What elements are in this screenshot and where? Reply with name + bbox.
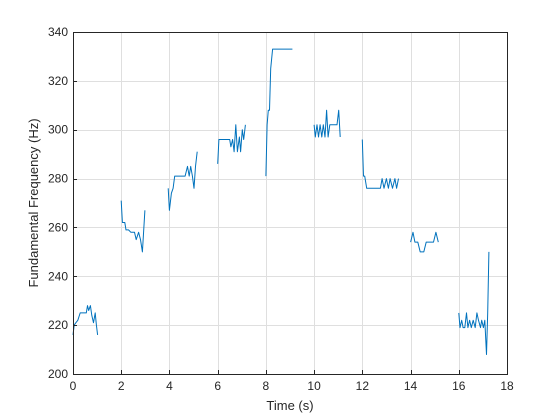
- ticks: 0 2 4 6 8 10 12 14 16 18 200 220 240 260 280 300 320 340: [48, 25, 514, 393]
- axes-background: [73, 32, 507, 374]
- y-tick-label: 260: [48, 220, 68, 234]
- x-tick-label: 2: [118, 379, 125, 393]
- y-tick-label: 220: [48, 318, 68, 332]
- y-tick-label: 340: [48, 25, 68, 39]
- y-tick-label: 300: [48, 123, 68, 137]
- line-segment-3: [167, 151, 198, 211]
- plot-area: 0 2 4 6 8 10 12 14 16 18 200 220 240 260 280 300 320 340: [48, 25, 514, 393]
- line-segment-8: [410, 231, 439, 253]
- axes-box: [73, 32, 508, 375]
- line-segment-5: [265, 48, 293, 177]
- line-segment-1: [72, 305, 99, 335]
- line-segment-9: [458, 251, 490, 355]
- x-tick-label: 10: [307, 379, 321, 393]
- y-tick-label: 240: [48, 269, 68, 283]
- line-segment-4: [217, 124, 246, 164]
- series-fundamental-frequency: [72, 48, 490, 355]
- x-tick-label: 6: [214, 379, 221, 393]
- x-tick-label: 18: [500, 379, 514, 393]
- line-segment-2: [120, 200, 146, 253]
- x-tick-label: 4: [166, 379, 173, 393]
- x-axis-label: Time (s): [266, 398, 313, 413]
- line-segment-6: [313, 109, 341, 138]
- x-tick-label: 16: [452, 379, 466, 393]
- y-tick-label: 280: [48, 172, 68, 186]
- x-tick-label: 14: [404, 379, 418, 393]
- line-segment-7: [361, 139, 399, 189]
- x-tick-label: 12: [356, 379, 370, 393]
- y-tick-label: 320: [48, 74, 68, 88]
- x-tick-label: 0: [70, 379, 77, 393]
- y-tick-label: 200: [48, 367, 68, 381]
- y-axis-label: Fundamental Frequency (Hz): [26, 118, 41, 287]
- x-tick-label: 8: [263, 379, 270, 393]
